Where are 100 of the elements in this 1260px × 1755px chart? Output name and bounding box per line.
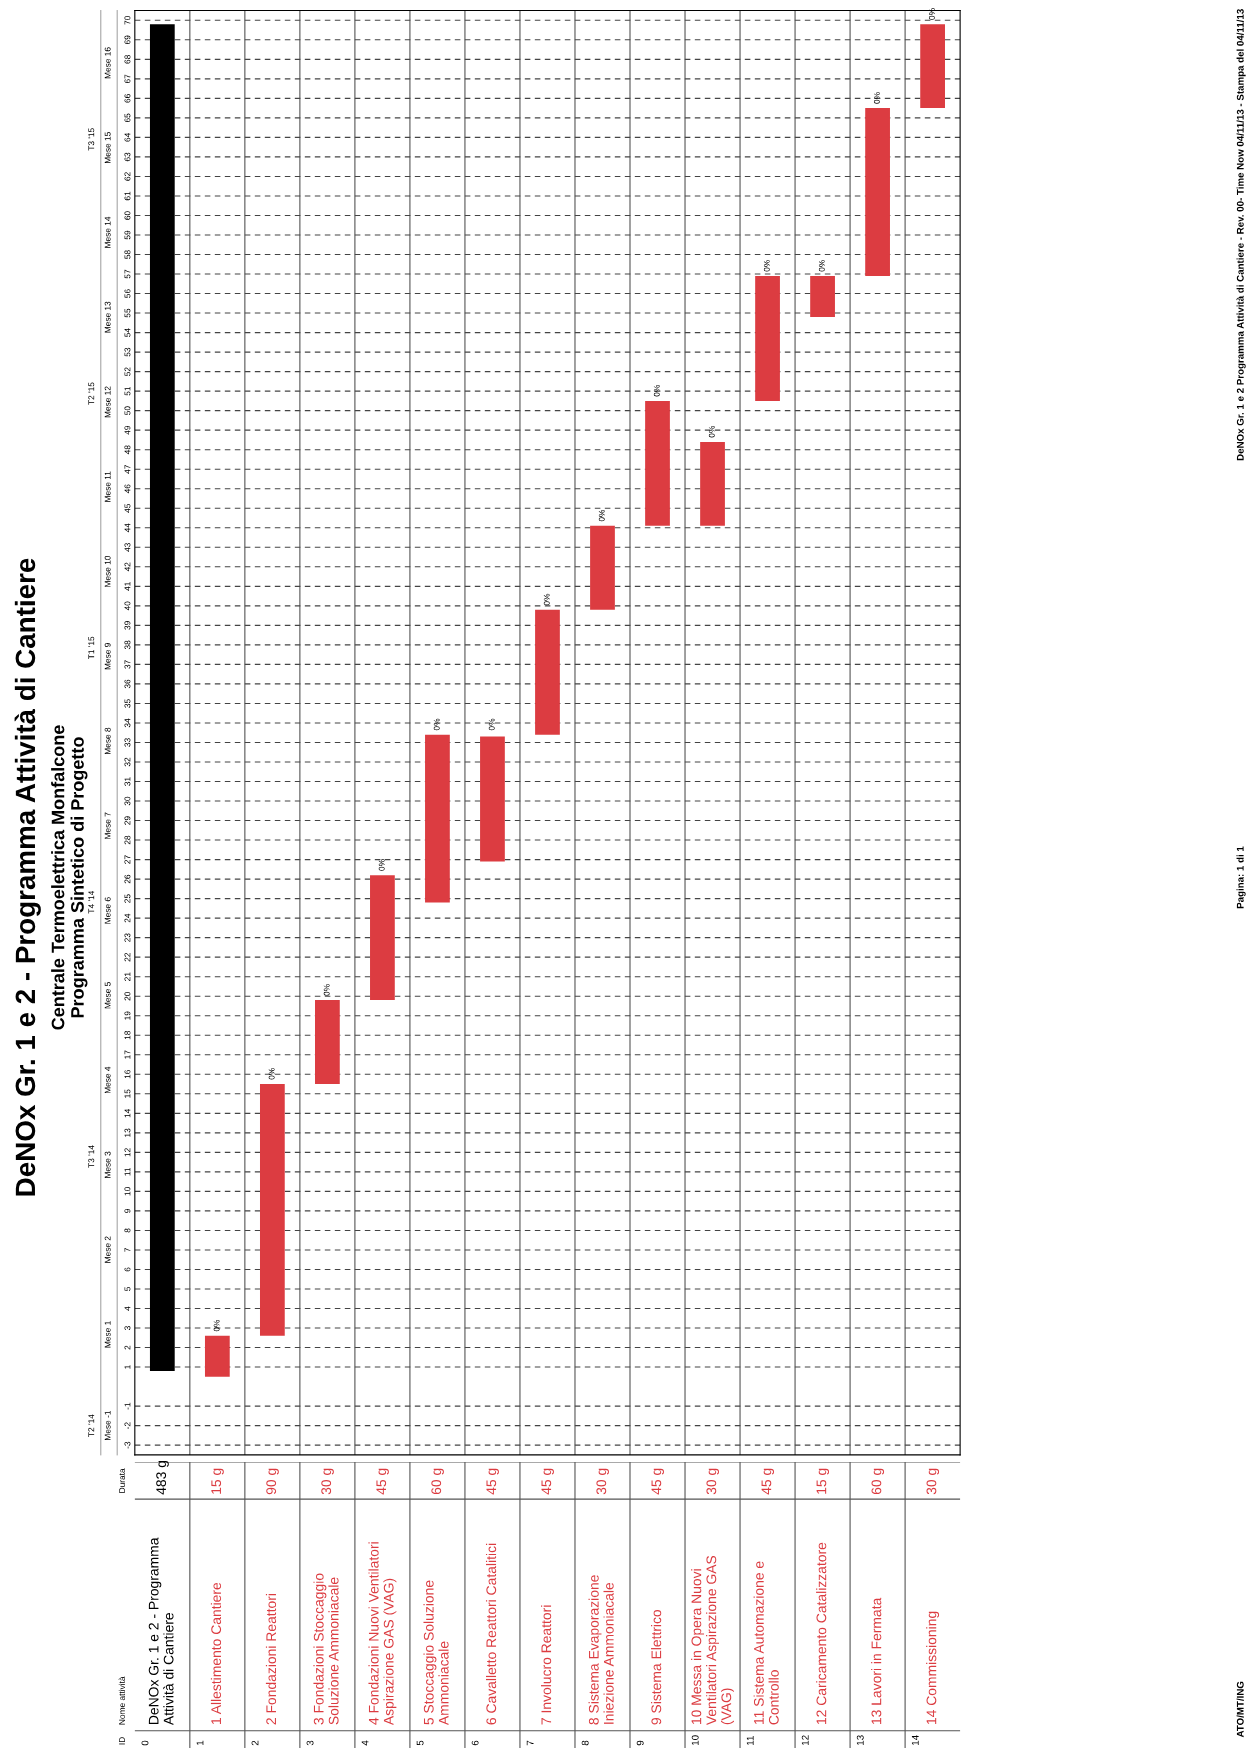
y-tick-label: 53 — [124, 347, 131, 357]
text: 60 g — [871, 1468, 885, 1495]
text: 30 g — [321, 1468, 334, 1495]
text: T3 '14 — [88, 1145, 95, 1168]
annotation: 0% — [598, 509, 605, 522]
x-tick-label: 3 Fondazioni Stoccaggio Soluzione Ammoniacale — [313, 1573, 339, 1725]
text: Mese 7 — [104, 812, 111, 839]
annotation: 0% — [708, 425, 715, 438]
text: T3 '15 — [88, 128, 95, 151]
y-tick-label: 31 — [124, 777, 131, 786]
y-tick-label: 26 — [124, 874, 131, 884]
x-tick-label: 9 Sistema Elettrico — [651, 1609, 662, 1725]
y-tick-label: 29 — [124, 816, 131, 825]
y-tick-label: 10 — [124, 1187, 131, 1196]
annotation: 0% — [488, 718, 495, 731]
text: 45 g — [376, 1468, 389, 1495]
y-tick-label: 40 — [124, 601, 131, 611]
x-tick-label: 2 Fondazioni Reattori — [265, 1594, 277, 1725]
y-tick-label: 39 — [124, 621, 131, 630]
bar — [700, 441, 725, 526]
bar — [590, 525, 615, 610]
text: Centrale Termoelettrica Monfalcone Programma Sintetico di Progetto — [51, 725, 88, 1030]
annotation: 0% — [213, 1319, 220, 1332]
y-tick-label: 65 — [124, 113, 131, 123]
text: 60 g — [431, 1468, 444, 1495]
y-tick-label: 37 — [124, 660, 131, 669]
text: 45 g — [651, 1468, 664, 1495]
text: Mese -1 — [104, 1410, 111, 1440]
y-tick-label: 35 — [124, 699, 131, 708]
text: T1 '15 — [88, 636, 95, 660]
y-tick-label: 13 — [124, 1128, 131, 1137]
text: Mese 1 — [104, 1321, 111, 1348]
bar — [315, 1000, 340, 1085]
y-tick-label: 25 — [124, 894, 131, 903]
x-tick-label: 11 Sistema Automazione e Controllo — [753, 1561, 779, 1725]
text: Mese 14 — [104, 216, 111, 248]
text: 30 g — [596, 1468, 609, 1495]
text: 90 g — [266, 1468, 279, 1495]
text: 11 — [746, 1736, 754, 1745]
x-tick-label: 8 Sistema Evaporazione Iniezione Ammoniacale — [588, 1575, 614, 1725]
bar — [425, 734, 450, 903]
y-tick-label: 2 — [124, 1345, 131, 1350]
y-tick-label: 21 — [124, 972, 131, 981]
text: 1 — [196, 1740, 204, 1745]
text: Mese 6 — [104, 897, 111, 924]
text: 5 — [416, 1740, 424, 1746]
text: 45 g — [541, 1468, 554, 1495]
bar — [204, 1335, 230, 1377]
text: DeNOx Gr. 1 e 2 Programma Attività di Cantiere - Rev. 00- Time Now 04/11/13 - Stampa del 04/11/13 — [1236, 9, 1246, 461]
y-tick-label: 19 — [124, 1011, 131, 1020]
y-tick-label: 7 — [124, 1248, 131, 1252]
y-tick-label: 1 — [124, 1365, 131, 1369]
y-tick-label: 49 — [124, 425, 131, 435]
bar — [865, 108, 890, 276]
text: 2 — [251, 1740, 259, 1746]
text: Durata — [119, 1468, 125, 1493]
y-tick-label: 67 — [124, 74, 131, 84]
text: Mese 13 — [104, 301, 111, 333]
y-tick-label: 34 — [124, 718, 131, 728]
text: T2 '15 — [88, 382, 95, 405]
text: ATO/MT/ING — [1236, 1681, 1244, 1738]
text: 45 g — [486, 1468, 499, 1495]
y-tick-label: 23 — [124, 933, 131, 942]
bar — [149, 24, 175, 1371]
text: ID — [119, 1737, 125, 1745]
text: Mese 4 — [104, 1066, 111, 1094]
annotation: 0% — [543, 593, 550, 606]
annotation: 0% — [378, 859, 385, 871]
y-tick-label: 30 — [124, 796, 131, 806]
text: T2 '14 — [88, 1414, 95, 1437]
x-tick-label: 12 Caricamento Catalizzatore — [816, 1542, 827, 1725]
text: 9 — [636, 1740, 644, 1746]
bar — [645, 400, 670, 526]
text: Mese 12 — [104, 386, 111, 418]
y-tick-label: 36 — [124, 679, 131, 689]
y-tick-label: 22 — [124, 952, 131, 962]
text: 15 g — [816, 1468, 830, 1494]
y-tick-label: 16 — [124, 1070, 131, 1079]
y-tick-label: 32 — [124, 757, 131, 767]
bar — [810, 275, 835, 317]
y-tick-label: 18 — [124, 1030, 131, 1040]
annotation: 0% — [268, 1068, 275, 1080]
x-tick-label: 7 Involucro Reattori — [541, 1605, 552, 1725]
y-tick-label: 14 — [124, 1108, 131, 1118]
y-tick-label: 3 — [124, 1326, 131, 1331]
y-tick-label: 41 — [124, 582, 131, 591]
y-tick-label: 70 — [124, 15, 131, 25]
bar — [755, 275, 780, 401]
bar — [920, 24, 945, 109]
annotation: 0% — [873, 92, 880, 104]
x-tick-label: 13 Lavori in Fermata — [871, 1597, 882, 1725]
y-tick-label: 12 — [124, 1148, 131, 1157]
y-tick-label: 38 — [124, 640, 131, 650]
x-tick-label: 5 Stoccaggio Soluzione Ammoniacale — [423, 1580, 449, 1726]
annotation: 0% — [323, 984, 330, 996]
text: 15 g — [211, 1468, 224, 1494]
y-tick-label: 46 — [124, 484, 131, 494]
text: Mese 3 — [104, 1151, 111, 1178]
x-tick-label: 1 Allestimento Cantiere — [210, 1582, 222, 1725]
text: 7 — [526, 1740, 534, 1746]
